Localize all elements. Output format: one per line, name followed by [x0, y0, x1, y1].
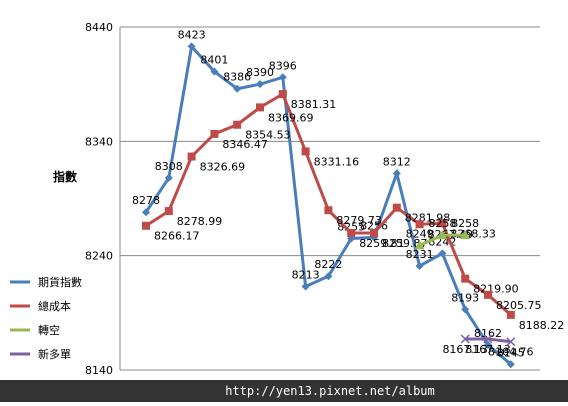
- watermark-bar: [0, 380, 568, 402]
- y-tick-label: 8440: [85, 21, 113, 34]
- point: [210, 129, 219, 138]
- point: [278, 73, 287, 82]
- point: [164, 207, 173, 216]
- legend-item: 轉空: [10, 323, 60, 337]
- data-label: 8145: [497, 346, 525, 359]
- point: [324, 272, 333, 281]
- point: [506, 310, 515, 319]
- point: [392, 203, 401, 212]
- point: [301, 147, 310, 156]
- point: [415, 220, 424, 229]
- data-label: 8164.76: [488, 346, 534, 359]
- point: [370, 228, 378, 237]
- data-label: 8167.13: [442, 343, 488, 356]
- point: [415, 261, 424, 270]
- data-label: 8278.99: [177, 215, 223, 228]
- data-label: 8219.90: [473, 283, 519, 296]
- data-label: 8278: [132, 194, 160, 207]
- y-tick-label: 8340: [85, 135, 113, 148]
- point: [324, 206, 333, 215]
- point: [414, 240, 425, 250]
- point: [278, 90, 287, 99]
- data-label: 8354.53: [245, 129, 291, 142]
- data-label: 8326.69: [200, 161, 246, 174]
- data-label: 8369.69: [268, 111, 314, 124]
- data-label: 8249: [406, 227, 434, 240]
- point: [461, 274, 470, 283]
- point: [301, 282, 310, 291]
- point: [392, 169, 401, 178]
- y-axis-label: 指數: [53, 169, 77, 184]
- point: [233, 84, 242, 93]
- data-label: 8381.31: [291, 98, 337, 111]
- data-label: 8396: [269, 59, 297, 72]
- point: [483, 334, 493, 344]
- point: [233, 120, 242, 129]
- point: [460, 334, 470, 344]
- point: [256, 103, 264, 112]
- data-label: 8390: [246, 66, 274, 79]
- legend-item: 新多單: [10, 347, 71, 361]
- data-label: 8231: [406, 248, 434, 261]
- data-label: 8167.13: [465, 343, 511, 356]
- data-label: 8266.17: [154, 230, 200, 243]
- point: [164, 173, 173, 182]
- data-label: 8256: [360, 219, 388, 232]
- legend-item: 總成本: [10, 299, 71, 313]
- watermark: http://yen13.pixnet.net/album: [225, 384, 435, 398]
- data-label: 8205.75: [496, 299, 542, 312]
- data-label: 8162: [474, 327, 502, 340]
- point: [142, 208, 150, 217]
- point: [506, 360, 515, 369]
- point: [347, 229, 356, 238]
- data-label: 8308: [155, 160, 183, 173]
- data-label: 8193: [451, 291, 479, 304]
- legend-label: 新多單: [38, 347, 71, 361]
- data-label: 8213: [292, 269, 320, 282]
- y-tick-label: 8240: [85, 250, 113, 263]
- data-label: 8222: [314, 258, 342, 271]
- legend-label: 總成本: [38, 299, 71, 313]
- point: [187, 42, 196, 51]
- point: [484, 340, 492, 349]
- point: [437, 230, 448, 240]
- point: [506, 337, 516, 347]
- data-label: 8188.22: [519, 319, 565, 332]
- point: [438, 219, 447, 228]
- point: [484, 290, 492, 299]
- point: [438, 249, 447, 258]
- data-label: 8258: [428, 217, 456, 230]
- point: [187, 152, 196, 161]
- point: [461, 305, 470, 314]
- data-label: 8331.16: [314, 155, 360, 168]
- data-label: 8255: [337, 221, 365, 234]
- data-label: 8386: [223, 71, 251, 84]
- point: [460, 230, 471, 240]
- legend-item: 期貨指數: [10, 275, 82, 289]
- data-label: 8258: [451, 217, 479, 230]
- y-tick-label: 8140: [85, 364, 113, 377]
- point: [256, 80, 264, 89]
- data-label: 8312: [383, 155, 411, 168]
- data-label: 8423: [178, 28, 206, 41]
- data-label: 8279.73: [336, 214, 382, 227]
- legend-label: 期貨指數: [38, 275, 82, 289]
- legend-label: 轉空: [38, 323, 60, 337]
- point: [142, 221, 150, 230]
- point: [210, 67, 219, 76]
- data-label: 8259.81: [359, 237, 405, 250]
- data-label: 8401: [200, 54, 228, 67]
- data-label: 8346.47: [222, 138, 268, 151]
